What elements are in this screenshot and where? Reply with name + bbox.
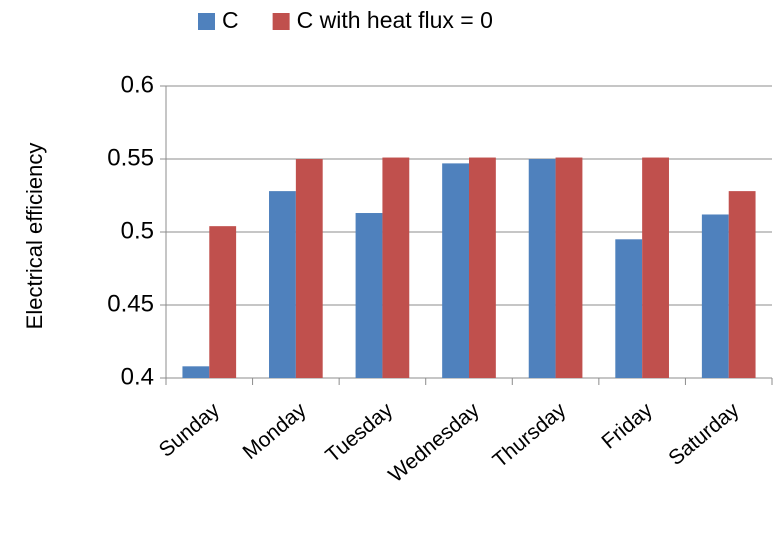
- legend-swatch: [198, 13, 215, 30]
- y-tick-label: 0.55: [107, 144, 154, 171]
- y-tick-label: 0.4: [121, 363, 154, 390]
- legend-swatch: [272, 13, 290, 30]
- bar: [469, 157, 496, 378]
- y-axis-label: Electrical efficiency: [22, 143, 47, 330]
- bar: [442, 163, 469, 378]
- x-tick-label: Wednesday: [384, 398, 484, 487]
- y-tick-label: 0.6: [121, 71, 154, 98]
- x-tick-label: Monday: [239, 398, 311, 464]
- y-tick-label: 0.45: [107, 290, 154, 317]
- bar: [382, 157, 410, 378]
- bar: [295, 159, 323, 378]
- legend-label: C: [222, 7, 239, 33]
- x-tick-label: Tuesday: [321, 398, 397, 467]
- bar: [701, 214, 729, 378]
- bar: [182, 366, 210, 378]
- x-tick-label: Sunday: [155, 398, 225, 462]
- bar: [642, 157, 669, 378]
- x-tick-label: Saturday: [664, 398, 744, 470]
- x-tick-label: Thursday: [489, 398, 571, 472]
- bar: [355, 213, 383, 378]
- bar: [209, 226, 237, 378]
- legend-label: C with heat flux = 0: [297, 7, 493, 33]
- bar: [555, 157, 583, 378]
- x-tick-label: Friday: [597, 398, 657, 453]
- bar: [728, 191, 756, 378]
- bar: [528, 159, 556, 378]
- bar: [615, 239, 643, 378]
- y-tick-label: 0.5: [121, 217, 154, 244]
- bar: [269, 191, 296, 378]
